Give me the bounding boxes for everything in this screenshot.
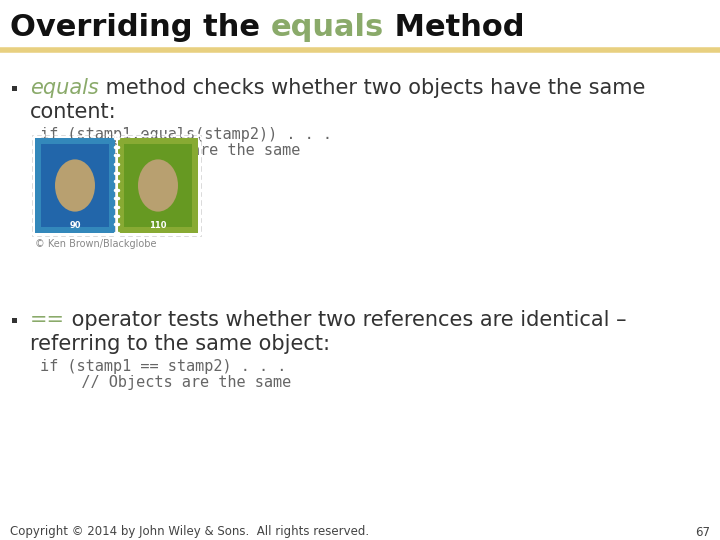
Text: Method: Method — [384, 12, 524, 42]
Text: © Ken Brown/Blackglobe: © Ken Brown/Blackglobe — [35, 239, 156, 249]
Text: referring to the same object:: referring to the same object: — [30, 334, 330, 354]
Text: ==: == — [30, 310, 65, 330]
Text: if (stamp1 == stamp2) . . .: if (stamp1 == stamp2) . . . — [40, 360, 287, 375]
Text: Copyright © 2014 by John Wiley & Sons.  All rights reserved.: Copyright © 2014 by John Wiley & Sons. A… — [10, 525, 369, 538]
FancyBboxPatch shape — [118, 138, 198, 233]
Ellipse shape — [55, 159, 95, 212]
FancyBboxPatch shape — [12, 318, 17, 322]
Text: 90: 90 — [69, 220, 81, 230]
Text: 110: 110 — [149, 220, 167, 230]
Text: Overriding the: Overriding the — [10, 12, 271, 42]
Text: equals: equals — [271, 12, 384, 42]
FancyBboxPatch shape — [32, 135, 118, 236]
Text: content:: content: — [30, 102, 117, 122]
FancyBboxPatch shape — [35, 138, 115, 233]
Text: 67: 67 — [695, 525, 710, 538]
Text: // Contents are the same: // Contents are the same — [54, 143, 300, 158]
Text: method checks whether two objects have the same: method checks whether two objects have t… — [99, 78, 645, 98]
Text: // Objects are the same: // Objects are the same — [54, 375, 292, 389]
FancyBboxPatch shape — [41, 144, 109, 227]
FancyBboxPatch shape — [12, 85, 17, 91]
FancyBboxPatch shape — [115, 135, 201, 236]
Text: equals: equals — [30, 78, 99, 98]
Text: if (stamp1.equals(stamp2)) . . .: if (stamp1.equals(stamp2)) . . . — [40, 127, 332, 143]
FancyBboxPatch shape — [124, 144, 192, 227]
Text: operator tests whether two references are identical –: operator tests whether two references ar… — [65, 310, 626, 330]
Ellipse shape — [138, 159, 178, 212]
